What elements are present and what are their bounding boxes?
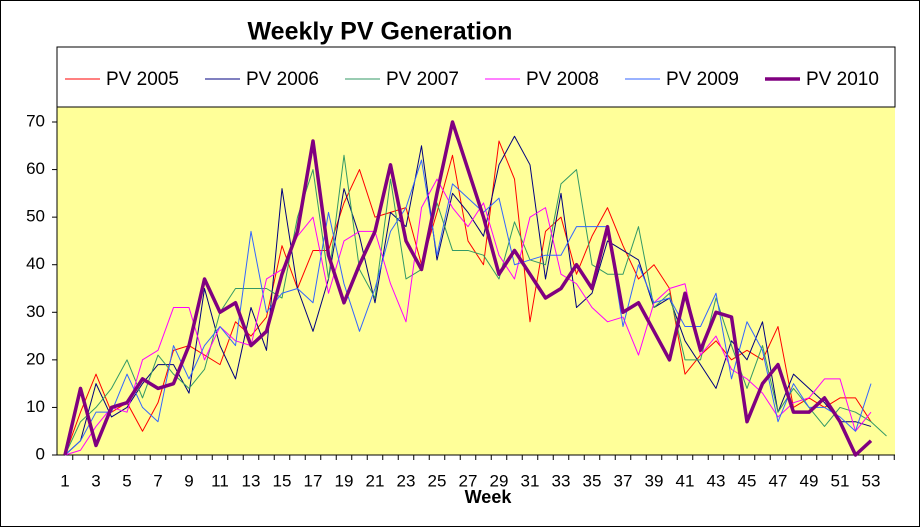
x-tick-label: 41 bbox=[676, 471, 695, 490]
legend-label: PV 2009 bbox=[666, 69, 739, 90]
x-tick-label: 33 bbox=[552, 471, 571, 490]
series-line bbox=[63, 120, 873, 457]
x-tick-label: 19 bbox=[335, 471, 354, 490]
x-tick-label: 43 bbox=[707, 471, 726, 490]
legend-label: PV 2010 bbox=[806, 69, 879, 90]
chart-title: Weekly PV Generation bbox=[248, 18, 513, 46]
y-tick-label: 20 bbox=[26, 349, 45, 368]
y-tick-label: 70 bbox=[26, 111, 45, 130]
y-tick-label: 0 bbox=[36, 444, 45, 463]
y-tick-label: 30 bbox=[26, 302, 45, 321]
x-tick-label: 21 bbox=[366, 471, 385, 490]
x-tick-label: 17 bbox=[304, 471, 323, 490]
y-tick-label: 40 bbox=[26, 254, 45, 273]
x-tick-label: 9 bbox=[184, 471, 193, 490]
x-tick-label: 1 bbox=[60, 471, 69, 490]
x-tick-label: 5 bbox=[122, 471, 131, 490]
x-tick-label: 3 bbox=[91, 471, 100, 490]
x-tick-label: 39 bbox=[645, 471, 664, 490]
x-tick-label: 25 bbox=[428, 471, 447, 490]
x-tick-label: 7 bbox=[153, 471, 162, 490]
x-tick-label: 13 bbox=[242, 471, 261, 490]
legend-label: PV 2005 bbox=[106, 69, 179, 90]
x-tick-label: 53 bbox=[862, 471, 881, 490]
x-tick-label: 15 bbox=[273, 471, 292, 490]
x-tick-label: 35 bbox=[583, 471, 602, 490]
legend-label: PV 2006 bbox=[246, 69, 319, 90]
y-tick-label: 50 bbox=[26, 207, 45, 226]
x-tick-label: 23 bbox=[397, 471, 416, 490]
legend-label: PV 2007 bbox=[386, 69, 459, 90]
x-axis-title: Week bbox=[465, 487, 513, 507]
x-tick-label: 51 bbox=[831, 471, 850, 490]
x-tick-label: 11 bbox=[211, 471, 229, 490]
x-tick-label: 49 bbox=[800, 471, 819, 490]
x-tick-label: 31 bbox=[521, 471, 540, 490]
x-tick-label: 37 bbox=[614, 471, 633, 490]
x-tick-label: 29 bbox=[490, 471, 509, 490]
legend-label: PV 2008 bbox=[526, 69, 599, 90]
x-tick-label: 27 bbox=[459, 471, 478, 490]
y-tick-label: 10 bbox=[26, 397, 45, 416]
series-line bbox=[64, 178, 872, 456]
y-tick-label: 60 bbox=[26, 159, 45, 178]
x-tick-label: 47 bbox=[769, 471, 788, 490]
legend-box bbox=[56, 46, 896, 108]
x-tick-label: 45 bbox=[738, 471, 757, 490]
